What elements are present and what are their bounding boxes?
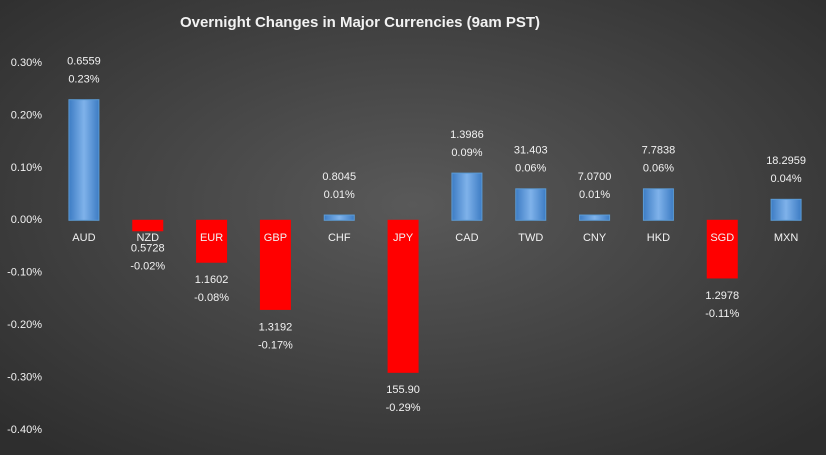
y-tick-label: -0.40% xyxy=(7,424,42,436)
value-label: -0.11% xyxy=(705,308,739,320)
bar xyxy=(451,172,483,221)
value-label: 0.23% xyxy=(68,74,99,86)
x-tick-label: NZD xyxy=(136,232,159,244)
rate-label: 7.0700 xyxy=(578,171,612,183)
bar xyxy=(642,188,674,221)
x-tick-label: CNY xyxy=(583,232,607,244)
y-tick-label: 0.10% xyxy=(11,162,42,174)
x-tick-label: TWD xyxy=(518,232,543,244)
x-tick-label: CAD xyxy=(455,232,478,244)
bar xyxy=(387,219,419,373)
value-label: 0.09% xyxy=(451,147,482,159)
chart-title: Overnight Changes in Major Currencies (9… xyxy=(180,14,540,31)
bar xyxy=(515,188,547,221)
y-tick-label: -0.10% xyxy=(7,267,42,279)
y-tick-label: 0.00% xyxy=(11,214,42,226)
value-label: 0.01% xyxy=(324,189,355,201)
bar xyxy=(68,99,100,221)
rate-label: 18.2959 xyxy=(766,155,806,167)
value-label: -0.17% xyxy=(258,339,293,351)
x-tick-label: HKD xyxy=(647,232,670,244)
bar xyxy=(132,219,164,232)
rate-label: 31.403 xyxy=(514,145,548,157)
x-tick-label: SGD xyxy=(710,232,734,244)
rate-label: 0.5728 xyxy=(131,243,165,255)
value-label: 0.01% xyxy=(579,189,610,201)
bar xyxy=(770,198,802,221)
rate-label: 1.2978 xyxy=(705,290,739,302)
rate-label: 1.1602 xyxy=(195,274,229,286)
bar xyxy=(196,219,228,263)
value-label: 0.04% xyxy=(770,173,801,185)
value-label: 0.06% xyxy=(643,163,674,175)
value-label: 0.06% xyxy=(515,163,546,175)
rate-label: 7.7838 xyxy=(642,145,676,157)
value-label: -0.02% xyxy=(130,261,165,273)
x-tick-label: AUD xyxy=(72,232,95,244)
x-tick-label: MXN xyxy=(774,232,799,244)
rate-label: 1.3986 xyxy=(450,129,484,141)
rate-label: 0.6559 xyxy=(67,56,101,68)
bar xyxy=(323,214,355,221)
x-tick-label: CHF xyxy=(328,232,351,244)
y-tick-label: -0.20% xyxy=(7,319,42,331)
rate-label: 0.8045 xyxy=(322,171,356,183)
y-tick-label: 0.20% xyxy=(11,109,42,121)
value-label: -0.29% xyxy=(386,402,421,414)
rate-label: 1.3192 xyxy=(259,321,293,333)
y-tick-label: 0.30% xyxy=(11,57,42,69)
bar xyxy=(579,214,611,221)
bar xyxy=(706,219,738,279)
bar xyxy=(259,219,291,310)
x-tick-label: EUR xyxy=(200,232,223,244)
rate-label: 155.90 xyxy=(386,384,420,396)
x-tick-label: GBP xyxy=(264,232,287,244)
x-tick-label: JPY xyxy=(393,232,414,244)
value-label: -0.08% xyxy=(194,292,229,304)
y-tick-label: -0.30% xyxy=(7,371,42,383)
